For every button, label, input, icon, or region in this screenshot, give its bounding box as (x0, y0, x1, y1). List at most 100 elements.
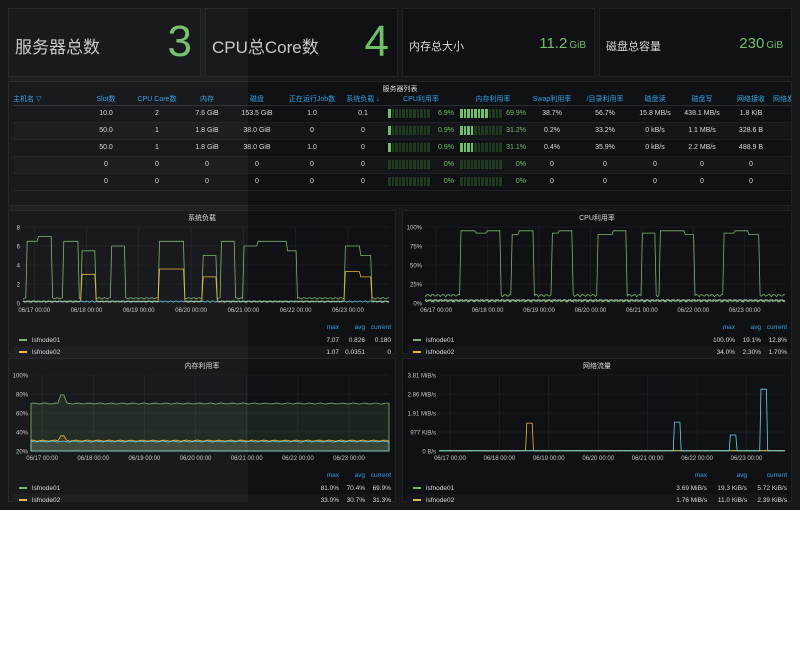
table-cell: 1 (131, 139, 183, 157)
table-cell: 0 (183, 156, 231, 174)
legend-value-current: 0.180 (374, 336, 391, 344)
legend-col-current[interactable]: current (370, 472, 391, 479)
legend-col-current[interactable]: current (766, 472, 787, 479)
table-cell: 33.2% (575, 122, 635, 140)
table-row[interactable]: 50.0 1 1.8 GiB 38.0 GiB 0 0 0.9% 31.2% 0.2% 33.2%… (13, 122, 791, 140)
legend-header: max avg current (13, 324, 391, 334)
table-cell: 1.8 GiB (183, 122, 231, 140)
table-cell: 0 (183, 173, 231, 191)
stat-panel-cpu-cores[interactable]: CPU总Core数 4 (205, 8, 398, 77)
column-header[interactable]: 磁盘读 (635, 94, 675, 106)
column-header[interactable]: /目录利用率 (575, 94, 635, 106)
x-tick-label: 06/20 00:00 (582, 456, 614, 462)
legend-value-avg: 0.826 (348, 336, 365, 344)
legend: max avg current lsfnode01 3.69 MiB/s 19.3 KiB… (407, 472, 787, 502)
table-cell: 15.8 MB/s (635, 105, 675, 123)
legend-col-max[interactable]: max (722, 324, 735, 331)
table-row[interactable]: 50.0 1 1.8 GiB 38.0 GiB 1.0 0 0.9% 31.1% 0.4% 35.… (13, 139, 791, 157)
chart-panel-cpu-usage[interactable]: CPU利用率 0% 25% 50% 75% 100% 06/17 00:00 06/18 0… (402, 210, 792, 354)
gauge-value: 0% (515, 178, 526, 185)
table-cell: 1.8 GiB (183, 139, 231, 157)
column-header[interactable]: 主机名 ▽ (13, 94, 81, 106)
legend-col-avg[interactable]: avg (736, 472, 747, 479)
column-header[interactable]: 内存 (183, 94, 231, 106)
column-header[interactable]: Swap利用率 (529, 94, 575, 106)
legend-col-max[interactable]: max (694, 472, 707, 479)
chart-panel-network[interactable]: 网络流量 0 B/s 977 KiB/s 1.91 MiB/s 2.86 MiB/s 3… (402, 358, 792, 502)
table-cell: 438.1 MB/s (675, 105, 729, 123)
panel-title: 内存利用率 (184, 363, 220, 370)
x-tick-label: 06/19 00:00 (523, 308, 555, 314)
series-line (439, 388, 786, 452)
mem-gauge-cell: 0% (457, 156, 529, 174)
legend-value-current: 31.3% (372, 496, 391, 503)
column-header[interactable]: 网络接收 (729, 94, 773, 106)
legend-value-max: 1.76 MiB/s (676, 496, 707, 503)
x-tick-label: 06/19 00:00 (129, 456, 161, 462)
table-cell: 0 (575, 173, 635, 191)
legend-value-current: 0 (387, 348, 391, 355)
column-header[interactable]: 磁盘写 (675, 94, 729, 106)
stat-panel-disk[interactable]: 磁盘总容量 230 GiB (599, 8, 792, 77)
legend-col-current[interactable]: current (370, 324, 391, 331)
legend-col-avg[interactable]: avg (354, 472, 365, 479)
gauge: 0.9% (385, 143, 457, 152)
column-header[interactable]: 内存利用率 (457, 94, 529, 106)
gauge: 31.1% (457, 143, 529, 152)
gauge: 0% (385, 177, 457, 186)
table-cell: 1.8 KiB (729, 105, 773, 123)
table-cell: 0 (635, 173, 675, 191)
legend-series-name: lsfnode02 (426, 496, 455, 503)
table-cell: 0 (283, 122, 341, 140)
legend-col-avg[interactable]: avg (750, 324, 761, 331)
legend-value-avg: 70.4% (346, 484, 365, 492)
legend-item[interactable]: lsfnode01 7.07 0.826 0.180 (13, 334, 391, 346)
legend: max avg current lsfnode01 7.07 0.826 0.180 lsfn… (13, 324, 391, 354)
legend-value-avg: 19.3 KiB/s (717, 484, 747, 492)
legend-value-max: 100.0% (712, 336, 735, 344)
table-row[interactable]: 0 0 0 0 0 0 0% 0% 0 0 0 0 0 (13, 173, 791, 191)
legend-col-current[interactable]: current (766, 324, 787, 331)
legend-swatch (19, 499, 27, 501)
legend-col-max[interactable]: max (326, 324, 339, 331)
legend-item[interactable]: lsfnode02 1.76 MiB/s 11.0 KiB/s 2.39 KiB/s (407, 494, 787, 502)
table-cell (13, 105, 81, 123)
table-cell: 56.7% (575, 105, 635, 123)
gauge: 69.9% (457, 109, 529, 118)
legend-col-max[interactable]: max (326, 472, 339, 479)
y-tick-label: 4 (17, 264, 21, 270)
x-tick-label: 06/20 00:00 (180, 456, 212, 462)
legend-swatch (413, 351, 421, 353)
x-tick-label: 06/22 00:00 (681, 456, 713, 462)
legend-item[interactable]: lsfnode02 1.07 0.0351 0 (13, 346, 391, 354)
column-header[interactable]: Slot数 (81, 94, 131, 106)
legend-col-avg[interactable]: avg (354, 324, 365, 331)
gauge-value: 31.2% (506, 127, 526, 134)
legend-item[interactable]: lsfnode02 33.0% 30.7% 31.3% (13, 494, 391, 502)
table-cell: 0 (131, 173, 183, 191)
stat-panel-memory[interactable]: 内存总大小 11.2 GiB (402, 8, 595, 77)
column-header[interactable]: 系统负载 ↓ (341, 94, 385, 106)
table-row[interactable]: 10.0 2 7.6 GiB 153.5 GiB 1.0 0.1 6.9% 69.9% 38.7… (13, 105, 791, 123)
x-tick-label: 06/17 00:00 (434, 456, 466, 462)
legend-item[interactable]: lsfnode01 81.0% 70.4% 69.9% (13, 482, 391, 494)
stat-value: 11.2 (539, 35, 568, 52)
column-header[interactable]: 正在运行Job数 (283, 94, 341, 106)
column-header[interactable]: CPU利用率 (385, 94, 457, 106)
table-row[interactable]: 0 0 0 0 0 0 0% 0% 0 0 0 0 0 (13, 156, 791, 174)
column-header[interactable]: CPU Core数 (131, 94, 183, 106)
table-cell: 0 (729, 173, 773, 191)
y-tick-label: 20% (16, 450, 29, 456)
chart-panel-memory-usage[interactable]: 内存利用率 20% 40% 60% 80% 100% 06/17 00:00 06/18 0… (8, 358, 396, 502)
chart-panel-system-load[interactable]: 系统负载 0 2 4 6 8 06/17 00:00 06/18 00:00 06/19 00… (8, 210, 396, 354)
column-header[interactable]: 网络发送 (773, 94, 791, 106)
legend-item[interactable]: lsfnode01 3.69 MiB/s 19.3 KiB/s 5.72 KiB/s (407, 482, 787, 494)
legend-value-avg: 30.7% (346, 496, 365, 503)
table-cell: 0 (529, 156, 575, 174)
stat-panel-server-count[interactable]: 服务器总数 3 (8, 8, 201, 77)
legend-item[interactable]: lsfnode02 34.0% 2.30% 1.70% (407, 346, 787, 354)
column-header[interactable]: 磁盘 (231, 94, 283, 106)
x-tick-label: 06/19 00:00 (123, 308, 155, 314)
legend-item[interactable]: lsfnode01 100.0% 19.1% 12.8% (407, 334, 787, 346)
series-line (425, 299, 786, 303)
